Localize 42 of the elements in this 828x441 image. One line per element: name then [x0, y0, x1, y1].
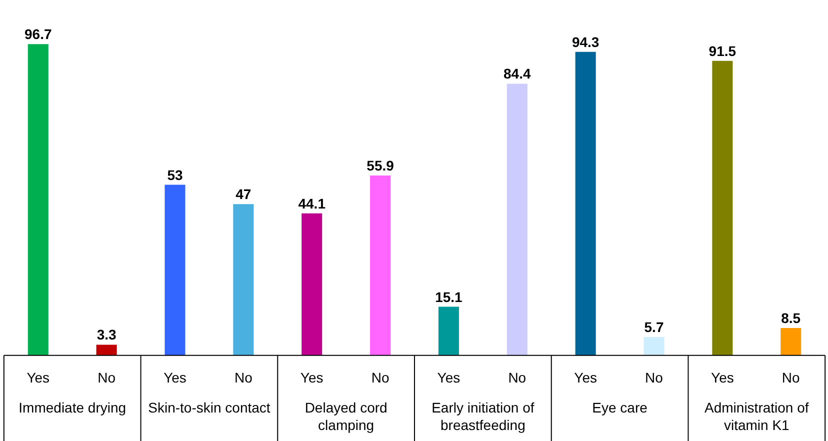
data-label: 55.9: [366, 157, 394, 174]
text: Administration of vitamin K1: [704, 399, 809, 433]
data-label: 53: [167, 166, 183, 183]
text: Early initiation of breastfeeding: [432, 399, 534, 433]
data-label: 91.5: [708, 42, 736, 59]
bar: [506, 84, 528, 356]
bar: [712, 60, 733, 356]
data-label: 44.1: [298, 195, 326, 212]
bar: [644, 337, 664, 356]
bar: [302, 213, 322, 356]
bar: [28, 44, 48, 356]
x-tick-label: Yes: [711, 369, 734, 386]
text: Delayed cord clamping: [304, 399, 388, 433]
data-label: 94.3: [572, 34, 600, 50]
bar: [96, 344, 117, 356]
bar: [575, 52, 596, 356]
data-label: 3.3: [96, 326, 117, 343]
data-label: 47: [236, 186, 252, 202]
text: Immediate drying: [18, 399, 126, 416]
data-label: 5.7: [644, 319, 664, 336]
data-label: 15.1: [435, 288, 463, 305]
x-tick-label: Yes: [574, 369, 597, 386]
x-tick-label: Yes: [26, 369, 50, 386]
bar: [370, 175, 391, 356]
x-tick-label: Yes: [300, 369, 324, 386]
x-tick-label: Yes: [437, 369, 460, 386]
data-label: 84.4: [504, 66, 531, 82]
bar: [233, 204, 254, 356]
x-tick-label: No: [782, 369, 800, 386]
data-label: 8.5: [781, 310, 801, 326]
x-tick-label: No: [645, 369, 664, 386]
data-label: 96.7: [24, 26, 52, 42]
text: Skin-to-skin contact: [148, 399, 270, 416]
x-tick-label: No: [98, 369, 116, 386]
x-tick-label: No: [508, 369, 526, 386]
x-tick-label: No: [234, 369, 253, 386]
text: Eye care: [592, 399, 648, 416]
x-tick-label: Yes: [164, 369, 186, 386]
bar: [780, 328, 802, 356]
bar: [164, 184, 186, 356]
x-tick-label: No: [371, 369, 390, 386]
bar: [438, 306, 459, 356]
